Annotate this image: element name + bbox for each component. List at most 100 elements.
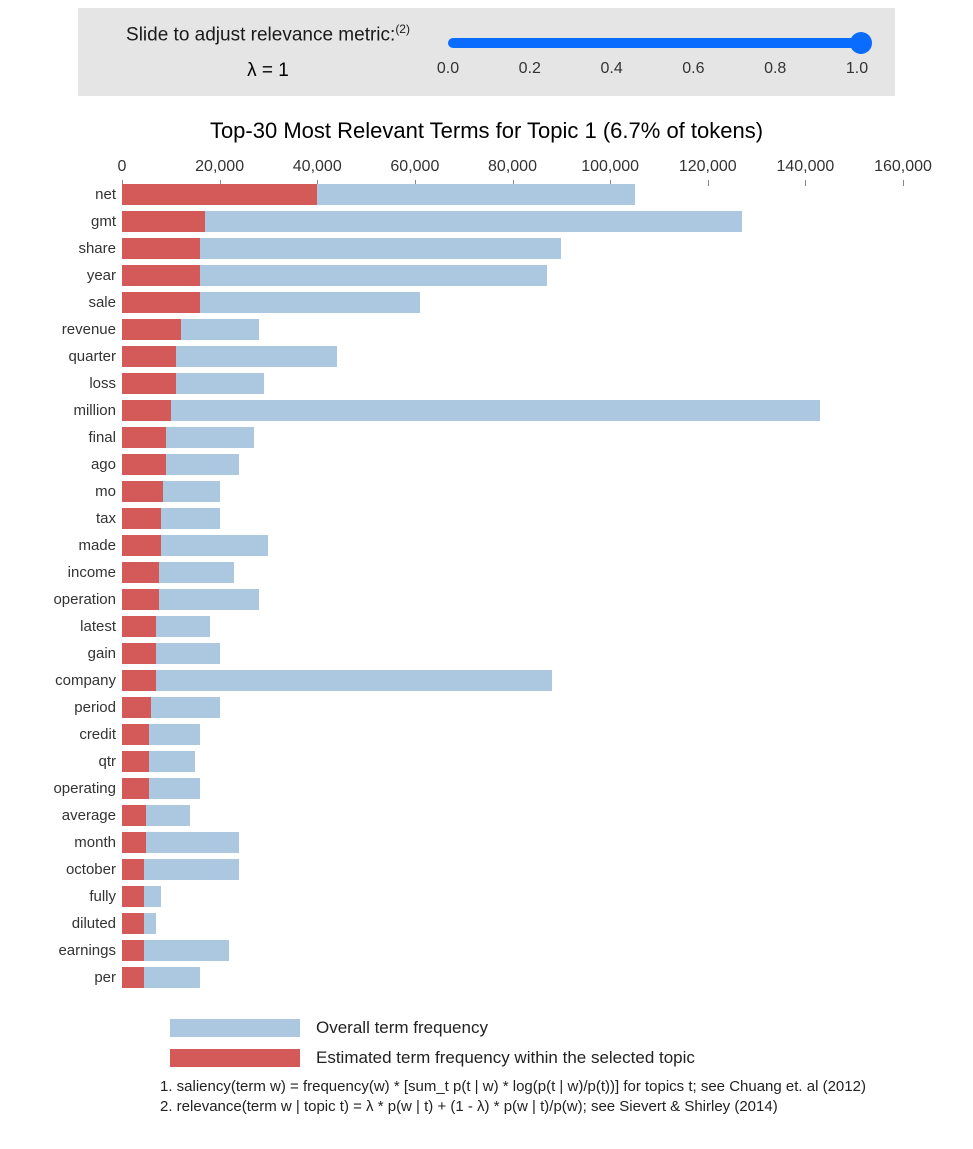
bar-topic <box>122 508 161 529</box>
bar-topic <box>122 589 159 610</box>
bar-topic <box>122 319 181 340</box>
legend-item: Estimated term frequency within the sele… <box>170 1048 913 1068</box>
bar-label: quarter <box>68 346 122 367</box>
x-tick-line <box>903 180 904 186</box>
x-tick-label: 80,000 <box>488 158 537 176</box>
bar-topic <box>122 400 171 421</box>
bar-topic <box>122 670 156 691</box>
bar-topic <box>122 805 146 826</box>
bar-overall <box>122 670 552 691</box>
bar-label: revenue <box>62 319 122 340</box>
bar-label: october <box>66 859 122 880</box>
bar-label: gmt <box>91 211 122 232</box>
bar-topic <box>122 292 200 313</box>
bar-label: earnings <box>58 940 122 961</box>
bar-topic <box>122 832 146 853</box>
legend: Overall term frequency Estimated term fre… <box>170 1018 913 1068</box>
slider-label-sup: (2) <box>395 22 410 36</box>
legend-swatch <box>170 1049 300 1067</box>
slider-tick: 0.0 <box>437 60 459 78</box>
slider-ticks: 0.00.20.40.60.81.0 <box>448 60 857 78</box>
legend-label: Overall term frequency <box>316 1018 488 1038</box>
bar-label: average <box>62 805 122 826</box>
bar-label: loss <box>89 373 122 394</box>
x-tick-label: 120,000 <box>679 158 737 176</box>
bar-label: qtr <box>98 751 122 772</box>
bar-row: per <box>122 967 903 994</box>
bar-topic <box>122 184 317 205</box>
bar-topic <box>122 697 151 718</box>
bar-label: credit <box>79 724 122 745</box>
bar-topic <box>122 454 166 475</box>
bar-topic <box>122 751 149 772</box>
slider-track <box>448 38 857 48</box>
slider-thumb[interactable] <box>850 32 872 54</box>
bar-topic <box>122 940 144 961</box>
bar-row: mo <box>122 481 903 508</box>
bar-overall <box>122 400 820 421</box>
bar-row: qtr <box>122 751 903 778</box>
x-tick-label: 40,000 <box>293 158 342 176</box>
bar-row: made <box>122 535 903 562</box>
slider-tick: 0.8 <box>764 60 786 78</box>
slider-panel: Slide to adjust relevance metric:(2) λ =… <box>78 8 895 96</box>
x-tick-label: 140,000 <box>776 158 834 176</box>
bar-topic <box>122 913 144 934</box>
bar-topic <box>122 373 176 394</box>
bar-topic <box>122 859 144 880</box>
slider-tick: 0.2 <box>519 60 541 78</box>
bar-topic <box>122 778 149 799</box>
bar-label: operating <box>53 778 122 799</box>
bar-row: diluted <box>122 913 903 940</box>
bar-topic <box>122 967 144 988</box>
relevance-slider[interactable]: 0.00.20.40.60.81.0 <box>448 30 865 74</box>
bar-label: mo <box>95 481 122 502</box>
bar-topic <box>122 616 156 637</box>
x-tick-label: 60,000 <box>390 158 439 176</box>
bar-topic <box>122 535 161 556</box>
bar-label: gain <box>88 643 122 664</box>
bar-row: latest <box>122 616 903 643</box>
bar-topic <box>122 427 166 448</box>
chart-area: Top-30 Most Relevant Terms for Topic 1 (… <box>60 118 913 1115</box>
x-tick-label: 0 <box>118 158 127 176</box>
bar-label: final <box>88 427 122 448</box>
bar-label: diluted <box>72 913 122 934</box>
bar-row: operating <box>122 778 903 805</box>
bar-label: income <box>68 562 122 583</box>
bar-label: operation <box>53 589 122 610</box>
chart-body: 020,00040,00060,00080,000100,000120,0001… <box>122 158 903 996</box>
bar-row: period <box>122 697 903 724</box>
bar-row: average <box>122 805 903 832</box>
bar-topic <box>122 886 144 907</box>
bar-row: ago <box>122 454 903 481</box>
bar-row: revenue <box>122 319 903 346</box>
bar-row: sale <box>122 292 903 319</box>
bar-row: earnings <box>122 940 903 967</box>
x-tick-label: 100,000 <box>581 158 639 176</box>
bar-label: share <box>78 238 122 259</box>
slider-text-col: Slide to adjust relevance metric:(2) λ =… <box>78 12 438 92</box>
legend-swatch <box>170 1019 300 1037</box>
bar-overall <box>122 211 742 232</box>
footnote-line: 1. saliency(term w) = frequency(w) * [su… <box>160 1078 883 1095</box>
bar-row: share <box>122 238 903 265</box>
bar-topic <box>122 481 163 502</box>
bar-row: gain <box>122 643 903 670</box>
x-tick-label: 160,000 <box>874 158 932 176</box>
bar-label: sale <box>88 292 122 313</box>
bar-row: month <box>122 832 903 859</box>
footnote-line: 2. relevance(term w | topic t) = λ * p(w… <box>160 1098 883 1115</box>
bar-topic <box>122 238 200 259</box>
bar-label: year <box>87 265 122 286</box>
x-axis: 020,00040,00060,00080,000100,000120,0001… <box>122 158 903 186</box>
bar-label: latest <box>80 616 122 637</box>
bar-row: million <box>122 400 903 427</box>
bar-label: net <box>95 184 122 205</box>
bar-row: loss <box>122 373 903 400</box>
bar-row: year <box>122 265 903 292</box>
bar-label: tax <box>96 508 122 529</box>
bar-row: tax <box>122 508 903 535</box>
bar-label: per <box>94 967 122 988</box>
bar-row: gmt <box>122 211 903 238</box>
